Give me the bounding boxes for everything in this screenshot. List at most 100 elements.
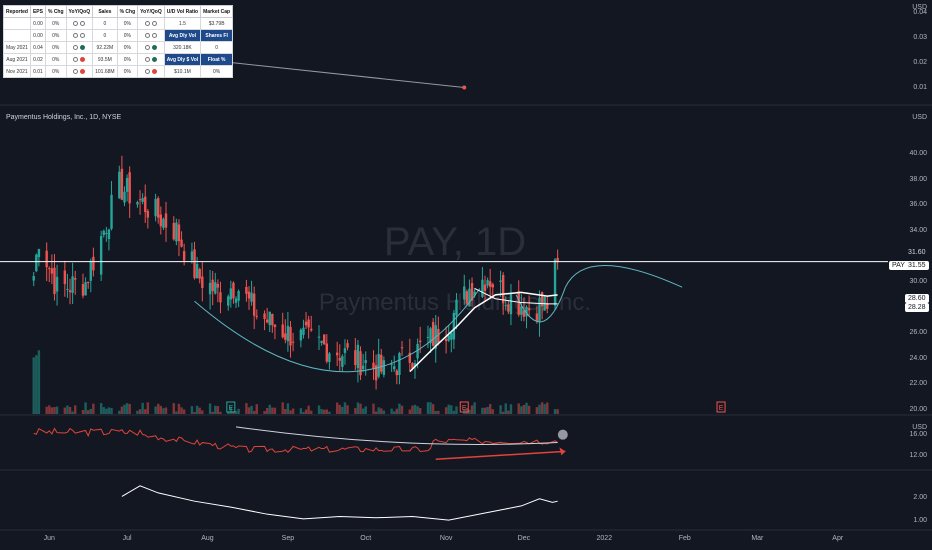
candle-body — [291, 341, 295, 343]
volume-bar — [128, 403, 131, 414]
table-cell: 0% — [44, 41, 67, 54]
candle-body — [63, 270, 67, 284]
candle-body — [465, 291, 469, 304]
table-cell: 0% — [200, 65, 234, 78]
volume-bar — [299, 408, 303, 414]
candle-body — [325, 343, 329, 362]
volume-bar — [141, 402, 144, 414]
candle-body — [377, 354, 380, 377]
volume-bar — [364, 406, 367, 414]
x-tick-label: Dec — [517, 535, 531, 542]
volume-bar — [325, 409, 329, 414]
volume-bar — [356, 402, 360, 414]
x-tick-label: 2022 — [596, 535, 613, 542]
y-tick-label: 0.03 — [913, 33, 927, 41]
volume-bar — [395, 408, 399, 414]
candle-body — [380, 354, 383, 372]
volume-bar — [556, 409, 559, 414]
eps-point — [462, 85, 467, 90]
candle-body — [553, 259, 557, 306]
volume-bar — [450, 405, 453, 414]
table-cell — [3, 29, 31, 42]
volume-bar — [92, 403, 95, 414]
volume-bar — [110, 407, 113, 414]
table-cell: 0 — [200, 41, 234, 54]
volume-bar — [289, 410, 292, 414]
candle-body — [489, 281, 492, 287]
candle-body — [99, 235, 103, 275]
candle-body — [395, 370, 399, 376]
earnings-marker-label: E — [462, 405, 467, 412]
candle-body — [437, 328, 440, 344]
volume-bar — [216, 406, 220, 414]
volume-bar — [320, 409, 323, 414]
candle-body — [273, 324, 277, 328]
trend-dot-icon — [144, 68, 150, 74]
candle-body — [227, 296, 230, 306]
trend-dots — [65, 53, 94, 66]
candle-body — [481, 279, 484, 297]
volume-bar — [159, 405, 163, 414]
candle-body — [136, 202, 139, 205]
candle-body — [501, 274, 505, 304]
volume-bar — [343, 402, 347, 414]
candle-body — [447, 335, 450, 341]
table-cell: 0.00 — [29, 17, 46, 30]
table-cell: 0% — [44, 65, 67, 78]
volume-bar — [211, 411, 214, 414]
volume-bar — [136, 410, 139, 414]
volume-bar — [198, 407, 201, 414]
volume-bar — [255, 404, 258, 414]
candle-body — [74, 278, 77, 280]
candle-body — [175, 222, 178, 242]
candle-body — [408, 352, 411, 363]
candle-body — [390, 364, 393, 366]
trend-dot-icon — [73, 56, 79, 62]
volume-bar — [499, 405, 502, 414]
trend-dot-icon — [80, 32, 86, 38]
volume-bar — [125, 403, 129, 414]
y-tick-label: 30.00 — [909, 278, 927, 286]
volume-bar — [411, 405, 414, 414]
x-tick-label: Apr — [832, 535, 844, 542]
candle-body — [522, 310, 526, 317]
ticker-badge: PAY — [889, 261, 908, 271]
y-tick-label: 38.00 — [909, 175, 927, 183]
volume-bar — [304, 409, 308, 414]
candle-body — [328, 353, 331, 362]
candle-body — [418, 340, 422, 343]
candle-body — [255, 315, 258, 317]
volume-bar — [361, 408, 365, 414]
candle-body — [66, 288, 69, 290]
volume-bar — [429, 402, 432, 414]
x-tick-label: Mar — [751, 535, 764, 542]
candle-body — [177, 224, 181, 242]
volume-bar — [193, 411, 196, 414]
table-header: Sales — [92, 5, 118, 18]
candle-body — [157, 198, 160, 218]
x-tick-label: Nov — [439, 535, 453, 542]
candle-body — [499, 280, 502, 282]
candle-body — [413, 363, 417, 367]
volume-bar — [354, 408, 357, 414]
volume-bar — [346, 405, 349, 414]
candle-body — [483, 284, 487, 291]
table-row: 0.00 0% 0 0% 1.5 $3.79B — [3, 17, 234, 30]
trend-dot-icon — [80, 20, 86, 26]
trend-dot-icon — [151, 44, 157, 50]
x-tick-label: Oct — [360, 535, 372, 542]
volume-bar — [377, 407, 380, 414]
earnings-marker — [226, 401, 236, 413]
volume-bar — [434, 411, 437, 414]
volume-bar — [317, 405, 321, 414]
candle-body — [364, 360, 367, 364]
trend-dot-icon — [151, 20, 157, 26]
volume-bar — [81, 409, 85, 414]
volume-bar — [190, 406, 194, 414]
volume-bar — [229, 406, 233, 414]
y-tick-label: 12.00 — [909, 451, 927, 459]
y-tick-label: 34.00 — [909, 226, 927, 234]
candle-body — [525, 306, 528, 317]
y-tick-label: 0.01 — [913, 83, 927, 91]
